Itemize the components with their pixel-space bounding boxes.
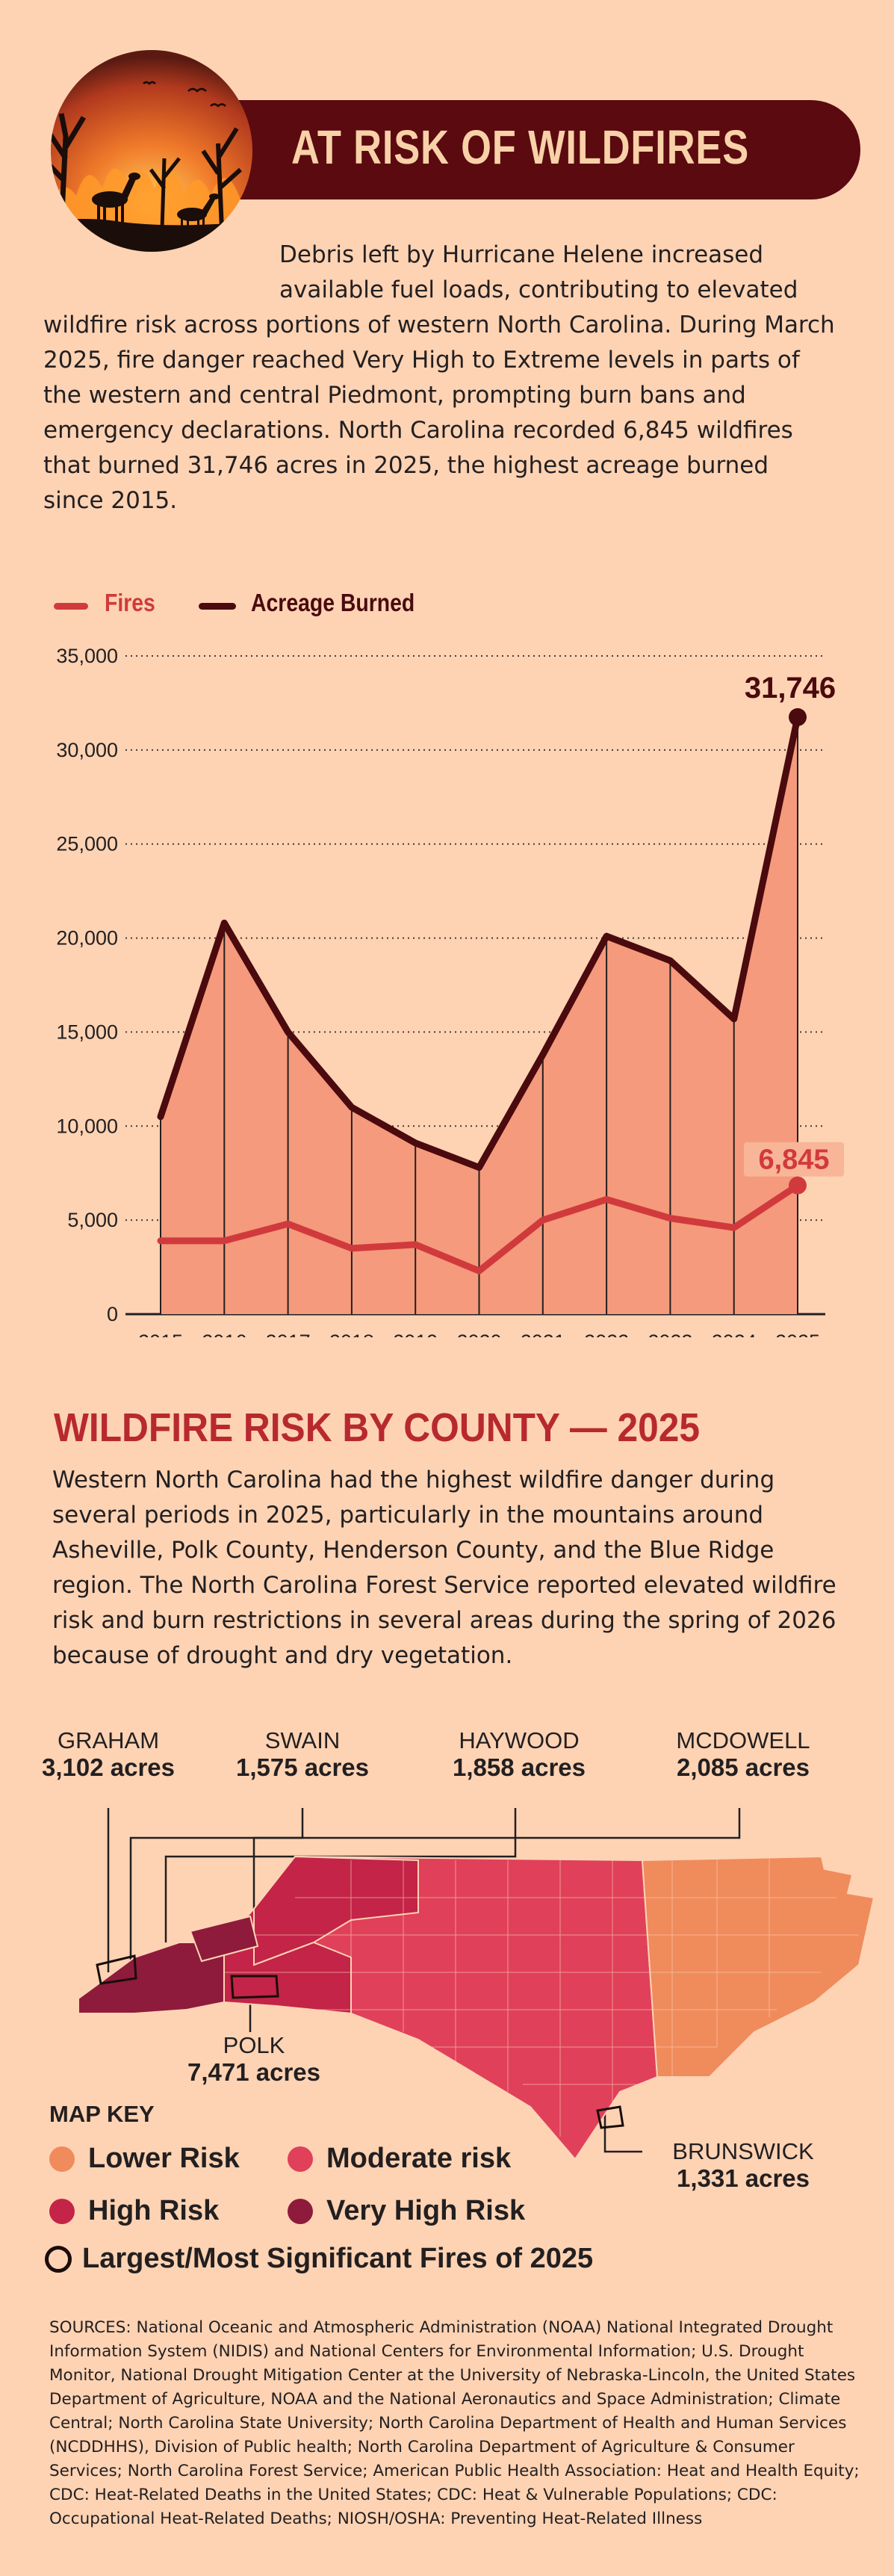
fires-last-label: 6,845	[758, 1145, 829, 1176]
acreage-line	[157, 713, 801, 1171]
leader-swain	[129, 1808, 304, 1961]
callout-mcdowell-acres: 2,085 acres	[676, 1753, 810, 1781]
callout-mcdowell: MCDOWELL 2,085 acres	[657, 1727, 829, 1781]
fires-label-bg	[744, 1142, 844, 1177]
county-lines	[224, 1859, 859, 2137]
key-lower-risk: Lower Risk	[49, 2143, 240, 2175]
key-significant-label: Largest/Most Significant Fires of 2025	[82, 2243, 594, 2274]
legend-acreage-swatch	[199, 603, 236, 610]
wildfire-chart: 35,000 30,000 25,000 20,000 15,000 10,000 5,00…	[56, 645, 844, 1337]
intro-line-1: Debris left by Hurricane Helene increase…	[279, 241, 764, 268]
key-lower-dot	[49, 2146, 75, 2172]
callout-swain-name: SWAIN	[264, 1727, 341, 1753]
y-tick-label: 5,000	[67, 1209, 118, 1231]
callout-haywood-acres: 1,858 acres	[452, 1753, 586, 1781]
x-tick-label: 2017	[266, 1331, 311, 1337]
legend-fires-label: Fires	[105, 589, 155, 616]
callout-swain: SWAIN 1,575 acres	[220, 1727, 385, 1781]
x-tick-label: 2018	[329, 1331, 374, 1337]
sources-note: SOURCES: National Oceanic and Atmospheri…	[49, 2318, 860, 2528]
callout-brunswick-name: BRUNSWICK	[672, 2138, 814, 2164]
callout-graham-name: GRAHAM	[57, 1727, 160, 1753]
intro-rest: wildfire risk across portions of western…	[43, 312, 835, 514]
acreage-area	[161, 716, 798, 1314]
intro-line-2: available fuel loads, contributing to el…	[279, 276, 798, 303]
key-moderate-label: Moderate risk	[326, 2143, 512, 2174]
acreage-last-point	[789, 708, 807, 726]
x-tick-label: 2025	[775, 1331, 820, 1337]
x-tick-label: 2016	[202, 1331, 246, 1337]
fires-last-point	[789, 1176, 807, 1195]
callout-polk-acres: 7,471 acres	[187, 2058, 320, 2086]
callout-brunswick: BRUNSWICK 1,331 acres	[657, 2138, 829, 2192]
callout-graham-acres: 3,102 acres	[41, 1753, 175, 1781]
key-high-label: High Risk	[88, 2195, 220, 2226]
x-tick-label: 2022	[584, 1331, 629, 1337]
x-tick-label: 2024	[712, 1331, 757, 1337]
key-lower-label: Lower Risk	[88, 2143, 240, 2174]
callout-haywood: HAYWOOD 1,858 acres	[433, 1727, 605, 1781]
key-moderate-risk: Moderate risk	[288, 2143, 511, 2175]
page-title: AT RISK OF WILDFIRES	[291, 120, 750, 174]
region-very-high	[78, 1942, 225, 2014]
region-outer-banks	[814, 1868, 851, 1905]
key-high-risk: High Risk	[49, 2195, 219, 2227]
key-moderate-dot	[288, 2146, 313, 2172]
callout-haywood-name: HAYWOOD	[459, 1727, 580, 1753]
y-tick-label: 35,000	[56, 645, 118, 667]
legend-fires-swatch	[54, 603, 88, 610]
y-tick-label: 0	[107, 1303, 118, 1325]
fire-outline-polk	[230, 1975, 279, 1999]
key-significant-dot	[45, 2245, 72, 2273]
fire-outline-graham	[96, 1954, 137, 1985]
acreage-last-label: 31,746	[745, 672, 836, 705]
wildfire-deer-illustration	[51, 50, 252, 252]
x-tick-label: 2020	[456, 1331, 501, 1337]
callout-graham: GRAHAM 3,102 acres	[30, 1727, 187, 1781]
key-high-dot	[49, 2198, 75, 2224]
y-tick-label: 30,000	[56, 739, 118, 761]
fire-outline-brunswick	[596, 2105, 624, 2129]
x-tick-label: 2023	[648, 1331, 692, 1337]
y-tick-label: 20,000	[56, 927, 118, 950]
callout-mcdowell-name: MCDOWELL	[676, 1727, 810, 1753]
callout-brunswick-acres: 1,331 acres	[676, 2164, 810, 2192]
x-tick-label: 2021	[521, 1331, 565, 1337]
y-tick-label: 25,000	[56, 833, 118, 855]
title-banner	[224, 100, 860, 199]
x-tick-label: 2015	[138, 1331, 183, 1337]
county-paragraph: Western North Carolina had the highest w…	[52, 1467, 836, 1669]
leader-mcdowell	[252, 1808, 741, 1916]
key-very-high-label: Very High Risk	[326, 2195, 526, 2226]
intro-paragraph: Debris left by Hurricane Helene increase…	[43, 238, 835, 518]
region-very-high-2	[189, 1915, 259, 1963]
y-tick-label: 10,000	[56, 1115, 118, 1137]
callout-polk-name: POLK	[223, 2032, 285, 2058]
key-very-high-risk: Very High Risk	[288, 2195, 525, 2227]
y-tick-label: 15,000	[56, 1021, 118, 1043]
fires-line	[157, 1182, 801, 1275]
map-key-title: MAP KEY	[49, 2101, 155, 2127]
x-tick-label: 2019	[393, 1331, 438, 1337]
key-very-high-dot	[288, 2198, 313, 2224]
key-significant-fires: Largest/Most Significant Fires of 2025	[45, 2243, 593, 2275]
leader-brunswick	[603, 2114, 642, 2153]
nc-county-map	[78, 1808, 875, 2161]
callout-polk: POLK 7,471 acres	[168, 2032, 340, 2086]
county-section-title: WILDFIRE RISK BY COUNTY — 2025	[54, 1405, 700, 1450]
legend-acreage-label: Acreage Burned	[251, 589, 415, 616]
callout-swain-acres: 1,575 acres	[235, 1753, 369, 1781]
